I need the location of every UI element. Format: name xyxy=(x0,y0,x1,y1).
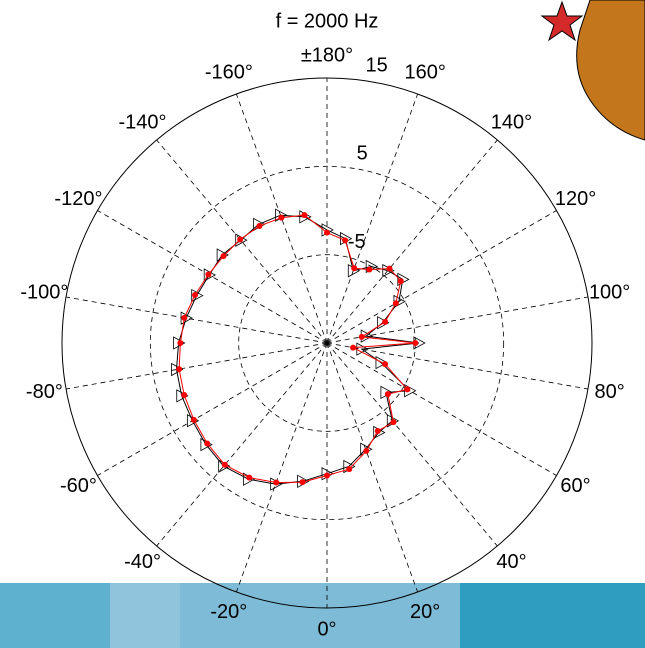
dot-marker xyxy=(181,392,187,398)
r-tick-label: 15 xyxy=(366,54,388,76)
theta-tick-label: -60° xyxy=(60,475,97,497)
dot-marker xyxy=(176,366,182,372)
spoke xyxy=(327,343,418,592)
spoke xyxy=(327,94,418,343)
dot-marker xyxy=(342,237,348,243)
dot-marker xyxy=(256,223,262,229)
dot-marker xyxy=(350,345,356,351)
theta-tick-label: ±180° xyxy=(301,44,353,66)
dot-marker xyxy=(204,440,210,446)
dot-marker xyxy=(386,266,392,272)
dot-marker xyxy=(351,265,357,271)
dot-marker xyxy=(404,386,410,392)
theta-tick-label: 40° xyxy=(496,551,526,573)
theta-tick-label: -40° xyxy=(124,551,161,573)
dot-marker xyxy=(278,215,284,221)
dot-marker xyxy=(366,267,372,273)
theta-tick-label: -120° xyxy=(54,188,102,210)
dot-marker xyxy=(382,319,388,325)
dot-marker xyxy=(375,428,381,434)
spoke xyxy=(98,343,327,476)
dot-marker xyxy=(246,475,252,481)
dot-marker xyxy=(299,479,305,485)
dot-marker xyxy=(222,462,228,468)
theta-tick-label: 140° xyxy=(491,111,532,133)
dot-marker xyxy=(181,315,187,321)
theta-tick-label: -80° xyxy=(26,381,63,403)
chart: f = 2000 Hz -5 5 15 0° 20° 40° 60° 80° 100° 120° 1… xyxy=(0,0,645,648)
series-line xyxy=(179,215,415,482)
chart-title: f = 2000 Hz xyxy=(276,10,379,32)
r-tick-label: -5 xyxy=(348,231,366,253)
theta-tick-label: -100° xyxy=(20,281,68,303)
dot-marker xyxy=(393,300,399,306)
theta-tick-label: 100° xyxy=(589,281,630,303)
background-band xyxy=(0,583,110,648)
dot-marker xyxy=(390,419,396,425)
dot-marker xyxy=(205,272,211,278)
theta-tick-label: 60° xyxy=(560,475,590,497)
theta-tick-label: 80° xyxy=(595,381,625,403)
dot-marker xyxy=(191,417,197,423)
background-band xyxy=(110,583,180,648)
theta-tick-label: -140° xyxy=(119,111,167,133)
dot-marker xyxy=(192,292,198,298)
dot-marker xyxy=(359,334,365,340)
dot-marker xyxy=(398,278,404,284)
theta-tick-label: 160° xyxy=(404,62,445,84)
star-icon xyxy=(542,2,582,40)
theta-tick-label: 120° xyxy=(555,188,596,210)
theta-tick-label: -160° xyxy=(205,62,253,84)
dot-marker xyxy=(324,230,330,236)
theta-tick-label: -20° xyxy=(210,601,247,623)
dot-marker xyxy=(346,466,352,472)
polar-plot: -5 5 15 0° 20° 40° 60° 80° 100° 120° 140° 160° ±180°… xyxy=(20,44,630,640)
dot-marker xyxy=(363,448,369,454)
dot-marker xyxy=(324,473,330,479)
spoke xyxy=(327,343,497,546)
dot-marker xyxy=(273,479,279,485)
spoke xyxy=(236,343,327,592)
dot-marker xyxy=(385,391,391,397)
spoke xyxy=(157,343,327,546)
dot-marker xyxy=(382,361,388,367)
dot-marker xyxy=(301,212,307,218)
dot-marker xyxy=(177,340,183,346)
theta-tick-label: 0° xyxy=(317,618,336,640)
cartoon xyxy=(577,0,645,140)
series-line xyxy=(177,215,419,484)
dot-marker xyxy=(412,340,418,346)
dot-marker xyxy=(237,236,243,242)
dot-marker xyxy=(220,253,226,259)
theta-tick-label: 20° xyxy=(410,601,440,623)
r-tick-label: 5 xyxy=(357,143,368,165)
